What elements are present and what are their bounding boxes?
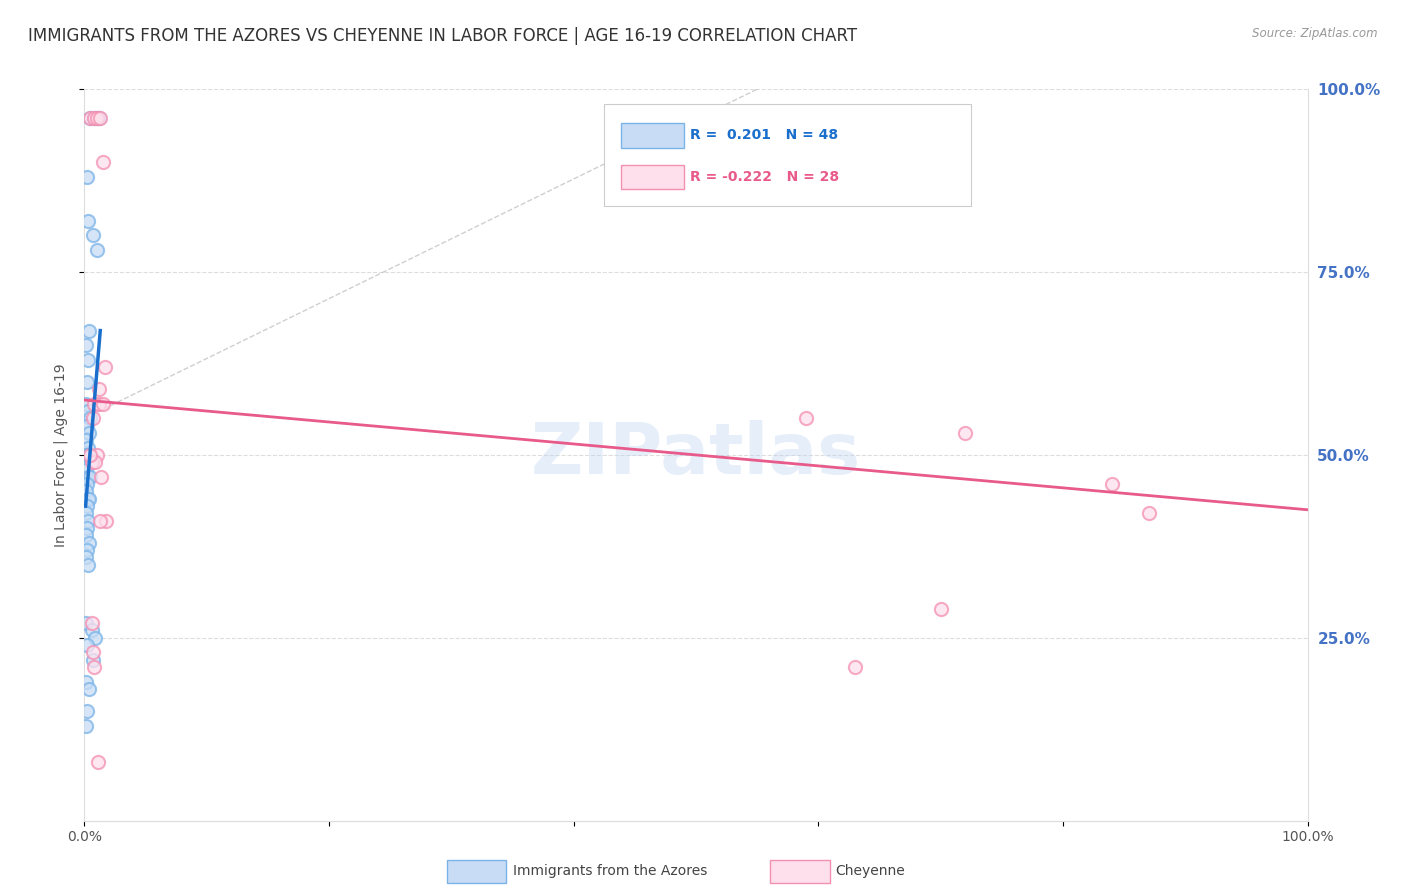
Point [82, 653, 104, 667]
Point [79, 411, 101, 425]
Point [82, 411, 104, 425]
Point [76, 448, 98, 462]
Point [75, 484, 97, 499]
Point [79, 112, 101, 126]
Point [75, 674, 97, 689]
Point [77, 441, 100, 455]
Point [75, 528, 97, 542]
Point [83, 660, 105, 674]
Point [87, 112, 110, 126]
Point [77, 558, 100, 572]
Point [80, 455, 103, 469]
Text: IMMIGRANTS FROM THE AZORES VS CHEYENNE IN LABOR FORCE | AGE 16-19 CORRELATION CH: IMMIGRANTS FROM THE AZORES VS CHEYENNE I… [28, 27, 858, 45]
Point [89, 112, 111, 126]
Point [77, 425, 100, 440]
Point [86, 448, 108, 462]
Point [75, 462, 97, 476]
Text: ZIPatlas: ZIPatlas [531, 420, 860, 490]
Point [90, 470, 112, 484]
Point [87, 755, 110, 769]
Y-axis label: In Labor Force | Age 16-19: In Labor Force | Age 16-19 [53, 363, 67, 547]
Point [77, 214, 100, 228]
Point [77, 448, 100, 462]
Point [77, 352, 100, 367]
Point [76, 704, 98, 718]
Point [79, 470, 101, 484]
Point [80, 455, 103, 469]
Point [75, 338, 97, 352]
Point [87, 382, 110, 396]
Point [76, 638, 98, 652]
Point [75, 616, 97, 631]
Text: R =  0.201   N = 48: R = 0.201 N = 48 [690, 128, 838, 143]
Point [844, 660, 866, 674]
Point [76, 418, 98, 433]
Point [82, 645, 104, 659]
Point [80, 616, 103, 631]
Point [75, 434, 97, 448]
Point [75, 397, 97, 411]
Point [75, 507, 97, 521]
Point [929, 601, 952, 615]
Point [76, 375, 98, 389]
Point [77, 491, 100, 506]
Point [794, 411, 817, 425]
Point [84, 455, 107, 469]
Point [75, 448, 97, 462]
Point [76, 521, 98, 535]
FancyBboxPatch shape [605, 103, 972, 206]
Point [82, 228, 104, 243]
Point [1101, 477, 1123, 491]
Point [86, 243, 108, 257]
Point [77, 491, 100, 506]
Point [953, 425, 976, 440]
Point [91, 155, 114, 169]
Point [83, 112, 105, 126]
Text: Cheyenne: Cheyenne [835, 864, 905, 879]
Point [76, 477, 98, 491]
Point [77, 404, 100, 418]
Point [80, 624, 103, 638]
Point [86, 112, 108, 126]
Text: R = -0.222   N = 28: R = -0.222 N = 28 [690, 170, 839, 184]
Text: Immigrants from the Azores: Immigrants from the Azores [513, 864, 707, 879]
Point [77, 324, 100, 338]
Point [77, 535, 100, 549]
Point [86, 112, 108, 126]
Point [1137, 507, 1160, 521]
FancyBboxPatch shape [621, 123, 683, 148]
Text: Source: ZipAtlas.com: Source: ZipAtlas.com [1253, 27, 1378, 40]
Point [76, 499, 98, 513]
Point [76, 169, 98, 184]
Point [77, 470, 100, 484]
Point [84, 631, 107, 645]
Point [91, 397, 114, 411]
FancyBboxPatch shape [621, 164, 683, 189]
Point [83, 112, 105, 126]
Point [96, 514, 118, 528]
Point [94, 360, 117, 375]
Point [89, 514, 111, 528]
Point [87, 397, 110, 411]
Point [83, 397, 105, 411]
Point [76, 543, 98, 558]
Point [79, 112, 101, 126]
Point [75, 550, 97, 565]
Point [77, 514, 100, 528]
Point [75, 718, 97, 732]
Point [77, 681, 100, 696]
Point [79, 448, 101, 462]
